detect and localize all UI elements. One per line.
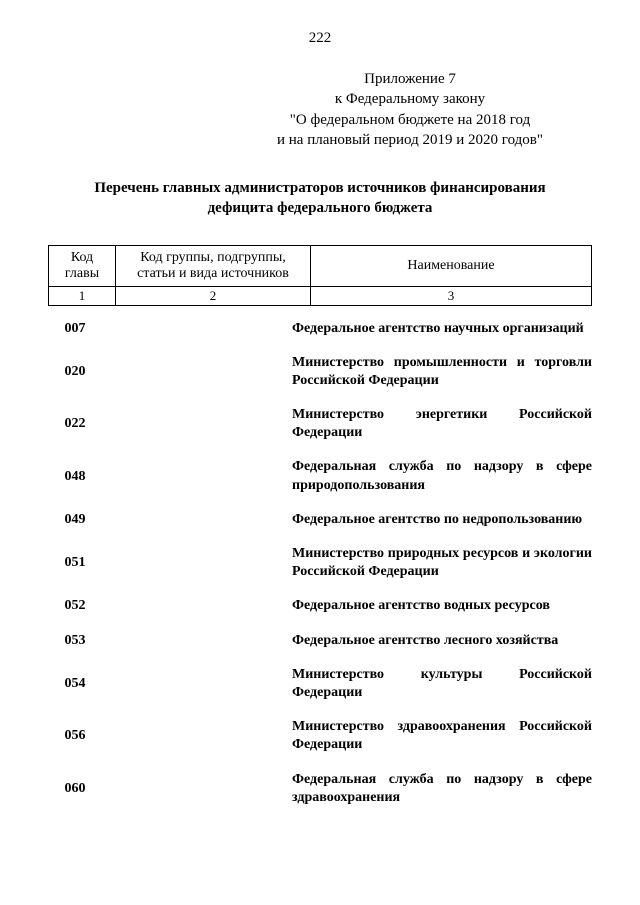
- table-row: 048 Федеральная служба по надзору в сфер…: [48, 458, 592, 494]
- row-name: Министерство природных ресурсов и эколог…: [284, 545, 592, 581]
- row-code: 054: [48, 676, 102, 692]
- annex-line: и на плановый период 2019 и 2020 годов": [228, 130, 592, 150]
- table-row: 007 Федеральное агентство научных органи…: [48, 320, 592, 338]
- column-header-group: Код группы, подгруппы, статьи и вида ист…: [116, 245, 311, 286]
- row-name: Федеральная служба по надзору в сфере пр…: [284, 458, 592, 494]
- row-code: 022: [48, 416, 102, 432]
- annex-line: к Федеральному закону: [228, 89, 592, 109]
- row-name: Федеральное агентство научных организаци…: [284, 320, 592, 338]
- annex-block: Приложение 7 к Федеральному закону "О фе…: [228, 69, 592, 150]
- table-row: 054 Министерство культуры Российской Фед…: [48, 666, 592, 702]
- row-code: 007: [48, 321, 102, 337]
- row-name: Федеральное агентство по недропользовани…: [284, 511, 592, 529]
- title-line: дефицита федерального бюджета: [52, 198, 588, 218]
- title-line: Перечень главных администраторов источни…: [52, 178, 588, 198]
- table-body: 007 Федеральное агентство научных органи…: [48, 320, 592, 807]
- row-code: 020: [48, 364, 102, 380]
- table-row: 022 Министерство энергетики Российской Ф…: [48, 406, 592, 442]
- row-code: 049: [48, 512, 102, 528]
- row-code: 051: [48, 555, 102, 571]
- table-row: 053 Федеральное агентство лесного хозяйс…: [48, 632, 592, 650]
- column-number: 2: [116, 286, 311, 305]
- row-name: Министерство промышленности и торговли Р…: [284, 354, 592, 390]
- row-name: Федеральная служба по надзору в сфере зд…: [284, 771, 592, 807]
- column-number: 3: [311, 286, 592, 305]
- table-header: Код главы Код группы, подгруппы, статьи …: [48, 245, 592, 306]
- table-row: 051 Министерство природных ресурсов и эк…: [48, 545, 592, 581]
- annex-line: "О федеральном бюджете на 2018 год: [228, 110, 592, 130]
- column-header-name: Наименование: [311, 245, 592, 286]
- row-name: Федеральное агентство водных ресурсов: [284, 597, 592, 615]
- row-code: 060: [48, 781, 102, 797]
- table-row: 060 Федеральная служба по надзору в сфер…: [48, 771, 592, 807]
- table-row: 052 Федеральное агентство водных ресурсо…: [48, 597, 592, 615]
- document-title: Перечень главных администраторов источни…: [48, 178, 592, 219]
- row-code: 053: [48, 633, 102, 649]
- table-row: 020 Министерство промышленности и торгов…: [48, 354, 592, 390]
- row-name: Федеральное агентство лесного хозяйства: [284, 632, 592, 650]
- page-number: 222: [48, 30, 592, 47]
- row-name: Министерство энергетики Российской Федер…: [284, 406, 592, 442]
- row-code: 048: [48, 469, 102, 485]
- annex-line: Приложение 7: [228, 69, 592, 89]
- column-number: 1: [49, 286, 116, 305]
- document-page: 222 Приложение 7 к Федеральному закону "…: [0, 0, 640, 843]
- row-name: Министерство здравоохранения Российской …: [284, 718, 592, 754]
- row-name: Министерство культуры Российской Федерац…: [284, 666, 592, 702]
- row-code: 056: [48, 728, 102, 744]
- row-code: 052: [48, 598, 102, 614]
- table-row: 049 Федеральное агентство по недропользо…: [48, 511, 592, 529]
- column-header-code: Код главы: [49, 245, 116, 286]
- table-row: 056 Министерство здравоохранения Российс…: [48, 718, 592, 754]
